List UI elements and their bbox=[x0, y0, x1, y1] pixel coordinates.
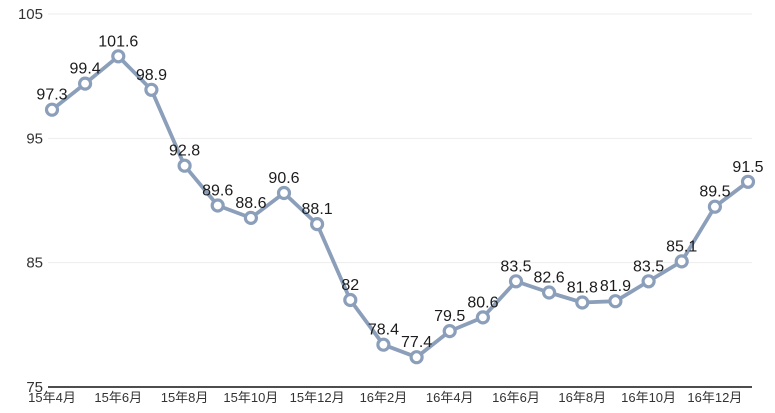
data-point-marker[interactable] bbox=[740, 174, 756, 189]
data-point-marker[interactable] bbox=[111, 49, 126, 64]
data-point-label: 79.5 bbox=[434, 308, 465, 325]
data-point-label: 89.5 bbox=[699, 184, 730, 201]
data-point-marker[interactable] bbox=[409, 350, 424, 365]
data-point-marker[interactable] bbox=[243, 210, 258, 225]
data-point-label: 78.4 bbox=[368, 322, 399, 339]
x-axis-labels: 15年4月 15年6月 15年8月 15年10月 15年12月 16年2月 16年4月 16年… bbox=[28, 390, 742, 405]
data-point-label: 89.6 bbox=[202, 183, 233, 200]
data-point-marker[interactable] bbox=[707, 199, 723, 214]
data-point-marker[interactable] bbox=[376, 337, 391, 352]
y-tick-label: 105 bbox=[18, 6, 43, 23]
data-point-label: 82.6 bbox=[534, 270, 565, 287]
data-point-label: 91.5 bbox=[732, 159, 763, 176]
data-point-marker[interactable] bbox=[77, 76, 93, 91]
x-tick-label: 16年6月 bbox=[492, 390, 540, 405]
data-point-marker[interactable] bbox=[310, 217, 325, 232]
data-line bbox=[50, 54, 750, 360]
data-point-marker[interactable] bbox=[210, 198, 225, 213]
h-gridlines bbox=[48, 13, 752, 264]
data-point-marker[interactable] bbox=[674, 254, 689, 269]
data-point-marker[interactable] bbox=[508, 274, 524, 289]
data-point-label: 88.6 bbox=[235, 195, 266, 212]
data-point-labels: 97.399.4 101.6 98.9 92.8 89.688.690.688.1 82 7… bbox=[36, 33, 763, 351]
x-tick-label: 16年12月 bbox=[687, 390, 742, 405]
data-point-label: 90.6 bbox=[268, 170, 299, 187]
data-point-label: 83.5 bbox=[500, 258, 531, 275]
data-point-label: 82 bbox=[341, 277, 359, 294]
data-point-marker[interactable] bbox=[442, 324, 457, 339]
data-point-label: 99.4 bbox=[70, 61, 101, 78]
data-point-marker[interactable] bbox=[177, 158, 192, 173]
data-point-marker[interactable] bbox=[44, 102, 60, 117]
data-point-marker[interactable] bbox=[641, 274, 656, 289]
data-point-marker[interactable] bbox=[575, 295, 590, 310]
data-point-label: 83.5 bbox=[633, 258, 664, 275]
data-point-marker[interactable] bbox=[343, 292, 358, 308]
data-point-marker[interactable] bbox=[144, 82, 159, 97]
data-point-label: 88.1 bbox=[302, 201, 333, 218]
x-tick-label: 16年2月 bbox=[360, 390, 408, 405]
x-tick-label: 15年6月 bbox=[94, 390, 142, 405]
data-point-marker[interactable] bbox=[608, 294, 623, 309]
x-tick-label: 16年10月 bbox=[621, 390, 676, 405]
data-point-label: 92.8 bbox=[169, 143, 200, 160]
x-tick-label: 15年12月 bbox=[290, 390, 345, 405]
y-tick-label: 75 bbox=[26, 379, 43, 396]
x-tick-label: 15年4月 bbox=[28, 390, 76, 405]
data-point-label: 81.9 bbox=[600, 278, 631, 295]
x-tick-label: 15年10月 bbox=[223, 390, 278, 405]
data-point-label: 80.6 bbox=[467, 294, 498, 311]
data-point-marker[interactable] bbox=[475, 310, 490, 325]
data-point-label: 81.8 bbox=[567, 280, 598, 297]
y-tick-label: 95 bbox=[26, 130, 43, 147]
x-tick-label: 16年8月 bbox=[558, 390, 606, 405]
data-point-markers bbox=[44, 49, 756, 365]
y-tick-label: 85 bbox=[26, 255, 43, 272]
y-axis-labels: 75 85 95 105 bbox=[18, 6, 43, 396]
data-point-marker[interactable] bbox=[276, 185, 292, 201]
data-point-marker[interactable] bbox=[541, 285, 557, 300]
data-point-label: 98.9 bbox=[136, 67, 167, 84]
data-point-label: 85.1 bbox=[666, 238, 697, 255]
x-tick-label: 15年8月 bbox=[161, 390, 209, 405]
data-point-label: 101.6 bbox=[98, 33, 138, 50]
x-tick-label: 16年4月 bbox=[426, 390, 474, 405]
data-point-label: 97.3 bbox=[36, 87, 67, 104]
data-point-label: 77.4 bbox=[401, 334, 432, 351]
